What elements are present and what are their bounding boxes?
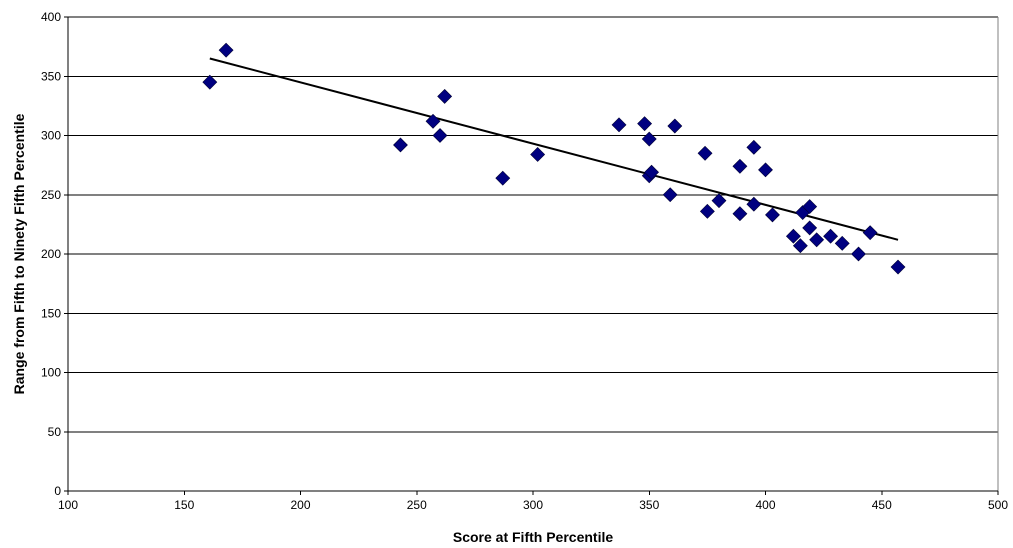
data-point xyxy=(732,206,748,222)
x-tick-label: 450 xyxy=(872,498,892,512)
data-point xyxy=(802,220,818,236)
x-tick-label: 300 xyxy=(523,498,543,512)
y-tick-label: 250 xyxy=(41,188,61,202)
data-point xyxy=(834,235,850,251)
x-axis-label: Score at Fifth Percentile xyxy=(453,529,613,545)
y-axis-label: Range from Fifth to Ninety Fifth Percent… xyxy=(11,113,27,394)
data-point xyxy=(809,232,825,248)
data-point xyxy=(758,162,773,178)
data-points xyxy=(202,42,906,275)
data-point xyxy=(862,225,878,241)
data-point xyxy=(662,187,678,203)
x-tick-label: 500 xyxy=(988,498,1008,512)
trendline-group xyxy=(209,57,899,241)
data-point xyxy=(437,88,453,104)
x-tick-label: 250 xyxy=(407,498,427,512)
x-tick-label: 200 xyxy=(290,498,310,512)
data-point xyxy=(711,193,727,209)
data-point xyxy=(637,116,653,132)
data-point xyxy=(699,203,715,219)
data-point xyxy=(765,207,780,223)
data-point xyxy=(851,246,866,262)
data-point xyxy=(890,259,906,275)
data-point xyxy=(802,199,818,215)
data-point xyxy=(425,113,441,129)
data-point xyxy=(202,74,218,90)
data-point xyxy=(432,128,448,143)
data-point xyxy=(746,196,762,212)
y-tick-label: 0 xyxy=(54,484,61,498)
x-tick-label: 400 xyxy=(755,498,775,512)
y-tick-label: 200 xyxy=(41,247,61,261)
data-point xyxy=(785,228,801,244)
data-point xyxy=(218,42,234,58)
data-point xyxy=(697,145,713,161)
y-tick-label: 400 xyxy=(41,10,61,24)
y-tick-label: 50 xyxy=(48,425,62,439)
data-point xyxy=(644,164,659,180)
data-point xyxy=(530,147,546,162)
data-point xyxy=(611,117,627,133)
data-point xyxy=(667,118,683,134)
data-point xyxy=(823,228,839,244)
y-tick-label: 300 xyxy=(41,129,61,143)
y-tick-label: 100 xyxy=(41,366,61,380)
y-axis-ticks: 0 50 100 150 200 250 300 350 400 xyxy=(41,10,68,498)
data-point xyxy=(732,158,748,174)
x-tick-label: 150 xyxy=(174,498,194,512)
x-axis-ticks: 100 150 200 250 300 350 400 450 500 xyxy=(58,491,1008,512)
y-tick-label: 350 xyxy=(41,69,61,83)
data-point xyxy=(393,137,408,153)
data-point xyxy=(641,131,657,147)
trendline xyxy=(209,57,899,241)
data-point xyxy=(746,139,762,155)
y-tick-label: 150 xyxy=(41,306,61,320)
grid-lines xyxy=(68,16,998,492)
data-point xyxy=(495,170,511,186)
data-point xyxy=(792,238,808,254)
x-tick-label: 350 xyxy=(639,498,659,512)
x-tick-label: 100 xyxy=(58,498,78,512)
